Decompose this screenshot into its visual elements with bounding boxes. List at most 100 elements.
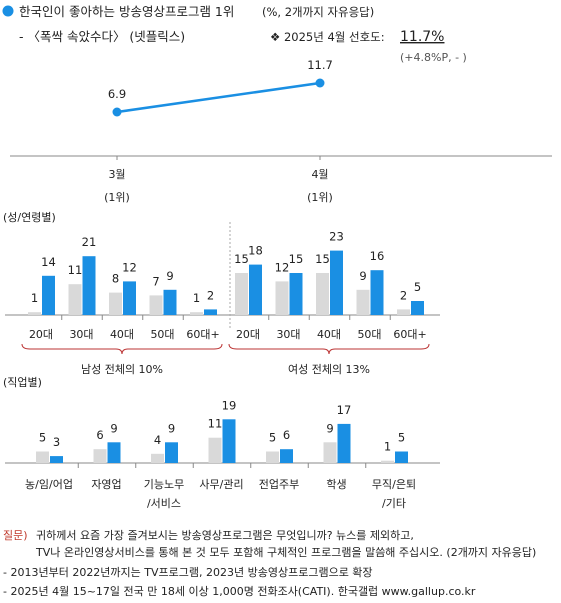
occupation-category-label: 자영업 — [91, 478, 121, 491]
bar-value-label: 1 — [384, 440, 391, 454]
bar-comparison — [356, 289, 370, 315]
trend-line — [116, 81, 321, 114]
bar-value-label: 4 — [154, 433, 161, 447]
age-category-label: 60대+ — [186, 328, 219, 341]
bar-current — [50, 456, 63, 463]
group-brace — [228, 343, 430, 355]
bar-value-label: 17 — [337, 403, 352, 417]
occupation-category-label: 무직/은퇴/기타 — [372, 478, 416, 510]
bar-value-label: 12 — [122, 260, 137, 274]
bar-current — [82, 256, 96, 315]
bar-value-label: 5 — [39, 431, 46, 445]
program-name: - 〈폭싹 속았수다〉 (넷플릭스) — [19, 29, 185, 44]
bar-current — [411, 301, 424, 315]
group-summary-label: 남성 전체의 10% — [81, 363, 163, 376]
bar-comparison — [266, 451, 279, 463]
occupation-category-label: 기능노무/서비스 — [144, 478, 184, 510]
bar-value-label: 14 — [41, 255, 56, 269]
bar-comparison — [93, 449, 107, 463]
bar-value-label: 9 — [326, 421, 333, 435]
bar-comparison — [28, 312, 41, 315]
note-line-1: - 2013년부터 2022년까지는 TV프로그램, 2023년 방송영상프로그… — [3, 566, 373, 579]
bar-value-label: 1 — [31, 291, 38, 305]
bar-value-label: 7 — [152, 274, 159, 288]
bar-comparison — [316, 273, 329, 315]
bar-value-label: 5 — [414, 280, 421, 294]
question-line-2: TV나 온라인영상서비스를 통해 본 것 모두 포함해 구체적인 프로그램을 말… — [35, 545, 536, 559]
trend-x-label: 3월 — [108, 168, 125, 181]
bar-current — [165, 442, 178, 463]
bar-value-label: 6 — [96, 428, 103, 442]
occupation-category-label: 농/임/어업 — [25, 478, 73, 491]
bar-value-label: 19 — [222, 398, 237, 412]
bar-comparison — [149, 295, 163, 315]
bar-current — [337, 423, 351, 463]
trend-line-chart: 6.9 3월 (1위) 11.7 4월 (1위) — [10, 58, 552, 204]
bar-comparison — [68, 284, 82, 315]
bar-value-label: 15 — [315, 252, 330, 266]
bar-current — [249, 264, 262, 315]
bar-value-label: 11 — [208, 417, 223, 431]
age-category-label: 20대 — [29, 328, 53, 341]
question-line-1: 귀하께서 요즘 가장 즐겨보시는 방송영상프로그램은 무엇입니까? 뉴스를 제외… — [36, 528, 414, 542]
bar-comparison — [151, 453, 164, 463]
gender-age-section-label: (성/연령별) — [3, 211, 56, 224]
bar-value-label: 1 — [193, 291, 200, 305]
age-category-label: 60대+ — [393, 328, 426, 341]
bar-value-label: 9 — [110, 421, 117, 435]
bar-value-label: 5 — [269, 431, 276, 445]
preference-value: 11.7% — [400, 29, 444, 45]
trend-point — [315, 78, 325, 88]
occupation-category-label: 전업주부 — [259, 478, 299, 491]
bar-current — [163, 289, 177, 315]
occupation-category-label: 사무/관리 — [199, 478, 243, 491]
age-category-label: 20대 — [236, 328, 260, 341]
bar-value-label: 23 — [329, 230, 344, 244]
group-brace — [21, 343, 223, 355]
bar-value-label: 2 — [207, 288, 214, 302]
bar-comparison — [397, 309, 410, 315]
bar-value-label: 11 — [68, 263, 83, 277]
bar-comparison — [275, 281, 289, 315]
note-line-2: - 2025년 4월 15~17일 전국 만 18세 이상 1,000명 전화조… — [3, 584, 476, 598]
bar-value-label: 2 — [400, 288, 407, 302]
bar-comparison — [323, 442, 337, 463]
bar-value-label: 9 — [166, 269, 173, 283]
bar-current — [280, 449, 293, 463]
bar-value-label: 15 — [234, 252, 249, 266]
age-category-label: 50대 — [357, 328, 381, 341]
bar-value-label: 3 — [53, 435, 60, 449]
bar-comparison — [208, 437, 222, 463]
bar-value-label: 8 — [112, 272, 119, 286]
bar-value-label: 9 — [168, 421, 175, 435]
age-category-label: 30대 — [69, 328, 93, 341]
trend-point — [112, 107, 122, 117]
bar-current — [289, 273, 303, 315]
trend-x-label: 4월 — [311, 168, 328, 181]
bar-current — [107, 442, 121, 463]
trend-value-label: 6.9 — [108, 87, 126, 101]
bar-current — [123, 281, 136, 315]
trend-x-sublabel: (1위) — [307, 191, 333, 204]
bar-value-label: 18 — [248, 244, 263, 258]
chart-title-unit: (%, 2개까지 자유응답) — [262, 5, 374, 19]
bar-value-label: 6 — [283, 428, 290, 442]
trend-value-label: 11.7 — [307, 58, 333, 72]
group-summary-label: 여성 전체의 13% — [288, 363, 370, 376]
bar-current — [42, 275, 55, 315]
age-category-label: 40대 — [317, 328, 341, 341]
age-category-label: 50대 — [150, 328, 174, 341]
preference-label: ❖ 2025년 4월 선호도: — [270, 30, 385, 44]
age-category-label: 40대 — [110, 328, 134, 341]
bar-comparison — [36, 451, 49, 463]
occupation-section-label: (직업별) — [3, 376, 42, 389]
footer: 질문) 귀하께서 요즘 가장 즐겨보시는 방송영상프로그램은 무엇입니까? 뉴스… — [3, 528, 536, 598]
question-label: 질문) — [3, 529, 28, 542]
bar-comparison — [381, 460, 394, 463]
header: 한국인이 좋아하는 방송영상프로그램 1위 (%, 2개까지 자유응답) - 〈… — [2, 4, 467, 64]
bar-current — [370, 270, 384, 315]
bar-current — [330, 250, 343, 315]
bar-value-label: 15 — [289, 252, 304, 266]
